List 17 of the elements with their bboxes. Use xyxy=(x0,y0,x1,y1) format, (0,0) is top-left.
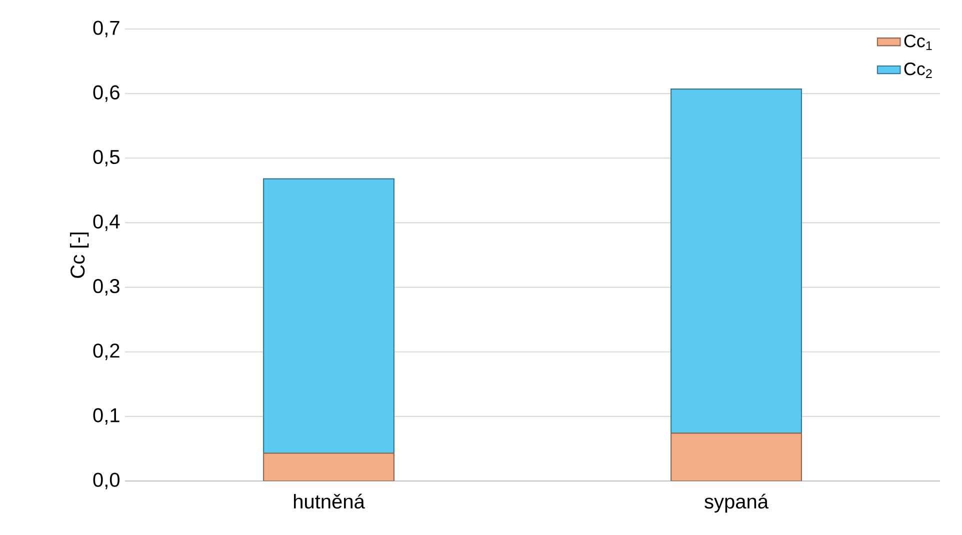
bar xyxy=(263,452,394,481)
y-tick-label: 0,6 xyxy=(93,85,120,102)
x-tick-label: sypaná xyxy=(704,494,768,513)
legend-label: Cc$_{1}$ xyxy=(904,34,932,50)
y-tick-label: 0,3 xyxy=(93,279,120,296)
y-axis-title: Cc [-] xyxy=(70,232,89,278)
bar xyxy=(670,432,802,481)
bar xyxy=(263,178,394,454)
y-tick-label: 0,5 xyxy=(93,150,120,166)
x-tick-label: hutněná xyxy=(294,494,365,509)
y-tick-label: 0,4 xyxy=(93,214,120,231)
bar xyxy=(670,88,802,434)
y-tick-label: 0,0 xyxy=(93,472,120,490)
y-tick-label: 0,1 xyxy=(93,408,120,425)
y-tick-label: 0,2 xyxy=(93,344,120,360)
y-tick-label: 0,7 xyxy=(93,20,120,38)
legend-label: Cc$_{2}$ xyxy=(904,62,932,78)
